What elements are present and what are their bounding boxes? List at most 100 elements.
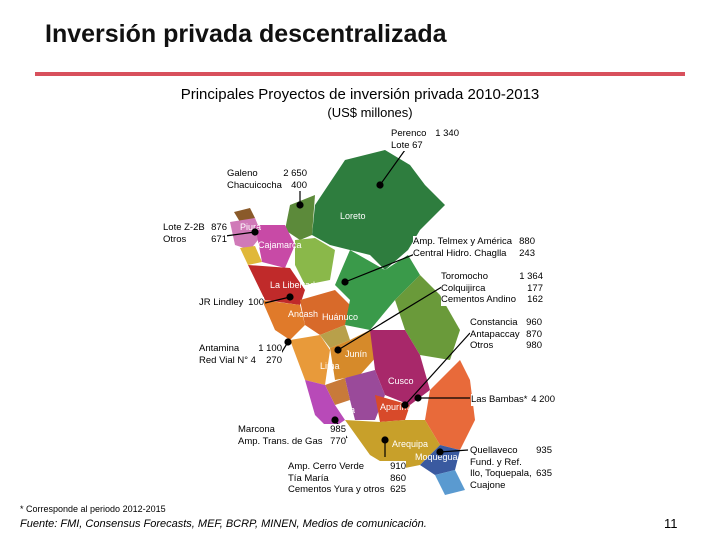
region-name-junin: Junín — [345, 349, 367, 359]
region-name-huanuco: Huánuco — [322, 312, 358, 322]
label-quellaveco: Quellaveco 935 Fund. y Ref. Ilo, Toquepala,… — [470, 445, 552, 491]
project-value: 1 100 — [258, 343, 282, 354]
project-row: Constancia 960 — [470, 317, 542, 329]
region-amazonas — [285, 195, 315, 240]
region-lima — [290, 335, 330, 385]
region-huanuco — [300, 290, 350, 335]
project-row: Toromocho 1 364 — [441, 271, 543, 283]
project-value: 1 340 — [435, 128, 459, 139]
region-apurimac — [375, 395, 410, 422]
project-row: Ilo, Toquepala, 635 — [470, 468, 552, 480]
region-name-ancash: Ancash — [288, 309, 318, 319]
label-telmex: Amp. Telmex y América 880 Central Hidro. C… — [413, 236, 535, 259]
project-name: Las Bambas* — [471, 394, 528, 405]
footnote: * Corresponde al periodo 2012-2015 — [20, 504, 166, 514]
slide-subtitle: Principales Proyectos de inversión priva… — [180, 86, 540, 103]
units-label: (US$ millones) — [327, 105, 413, 120]
region-moquegua — [420, 445, 460, 475]
project-value: 960 — [526, 317, 542, 328]
project-name: Lote 67 — [391, 139, 423, 151]
region-tumbes — [234, 208, 255, 222]
project-name: Cuajone — [470, 479, 506, 491]
project-value: 243 — [519, 247, 535, 259]
project-name: Toromocho — [441, 271, 488, 282]
region-name-arequipa: Arequipa — [392, 439, 428, 449]
project-value: 270 — [266, 354, 282, 366]
region-name-apurimac: Apurímac — [380, 402, 419, 412]
project-name: Amp. Cerro Verde — [288, 461, 365, 472]
region-san-martin — [295, 238, 335, 285]
project-row: Amp. Trans. de Gas 770 — [238, 436, 346, 448]
region-lambayeque — [240, 246, 262, 265]
project-row: JR Lindley 100 — [199, 297, 264, 309]
project-name: Red Vial N° 4 — [199, 354, 256, 366]
label-jr-lindley: JR Lindley 100 — [199, 297, 264, 309]
region-name-ica: Ica — [343, 405, 355, 415]
project-row: Las Bambas* 4 200 — [471, 394, 555, 406]
project-value: 1 364 — [519, 271, 543, 282]
project-row: Quellaveco 935 — [470, 445, 552, 457]
title-divider — [35, 72, 685, 76]
project-row: Cementos Yura y otros 625 — [288, 484, 406, 496]
project-value: 770 — [330, 435, 346, 447]
project-name: Constancia — [470, 317, 518, 328]
project-row: Lote 67 — [391, 140, 459, 152]
project-value: 870 — [526, 328, 542, 340]
project-value: 671 — [211, 233, 227, 245]
project-name: Chacuicocha — [227, 179, 282, 191]
project-row: Chacuicocha 400 — [227, 180, 307, 192]
project-value: 935 — [536, 445, 552, 456]
project-row: Amp. Telmex y América 880 — [413, 236, 535, 248]
project-row: Amp. Cerro Verde 910 — [288, 461, 406, 473]
project-value: 910 — [390, 461, 406, 472]
project-value: 876 — [211, 222, 227, 233]
project-row: Antamina 1 100 — [199, 343, 282, 355]
project-row: Central Hidro. Chaglla 243 — [413, 248, 535, 260]
project-row: Galeno 2 650 — [227, 168, 307, 180]
project-row: Lote Z-2B 876 — [163, 222, 227, 234]
project-name: Amp. Telmex y América — [413, 236, 513, 247]
project-row: Tía María 860 — [288, 473, 406, 485]
project-value: 2 650 — [283, 168, 307, 179]
label-constancia: Constancia 960 Antapaccay 870 Otros 980 — [470, 317, 542, 352]
region-name-piura: Piura — [240, 222, 261, 232]
project-value: 100 — [248, 297, 264, 308]
project-value: 4 200 — [531, 394, 555, 405]
project-row: Antapaccay 870 — [470, 329, 542, 341]
project-value: 860 — [390, 472, 406, 484]
region-cusco — [370, 330, 430, 405]
project-value: 880 — [519, 236, 535, 247]
project-value: 635 — [536, 468, 552, 479]
region-arequipa — [345, 420, 440, 470]
region-puno — [425, 360, 475, 450]
project-name: Otros — [163, 233, 187, 245]
project-value: 625 — [390, 484, 406, 495]
page-number: 11 — [664, 516, 678, 531]
label-cerro-verde: Amp. Cerro Verde 910 Tía María 860 Cementos … — [288, 461, 406, 496]
region-name-lima: Lima — [320, 361, 340, 371]
project-name: JR Lindley — [199, 297, 244, 308]
project-row: Marcona 985 — [238, 424, 346, 436]
project-name: Antapaccay — [470, 328, 520, 340]
source-note: Fuente: FMI, Consensus Forecasts, MEF, B… — [20, 518, 427, 530]
project-name: Amp. Trans. de Gas — [238, 435, 323, 447]
project-name: Antamina — [199, 343, 240, 354]
project-row: Cementos Andino 162 — [441, 294, 543, 306]
region-madre-de-dios — [395, 275, 460, 360]
project-value: 985 — [330, 424, 346, 435]
project-row: Otros 980 — [470, 340, 542, 352]
project-name: Quellaveco — [470, 445, 518, 456]
project-name: Tía María — [288, 472, 329, 484]
project-value: 162 — [527, 294, 543, 305]
region-name-loreto: Loreto — [340, 211, 366, 221]
label-las-bambas: Las Bambas* 4 200 — [471, 394, 555, 406]
label-galeno: Galeno 2 650 Chacuicocha 400 — [227, 168, 307, 191]
region-loreto — [312, 150, 445, 270]
region-ucayali — [335, 250, 420, 330]
project-row: Cuajone — [470, 480, 552, 492]
project-name: Lote Z-2B — [163, 222, 205, 233]
project-name: Otros — [470, 340, 494, 351]
project-name: Colquijirca — [441, 282, 486, 294]
project-row: Otros 671 — [163, 234, 227, 246]
